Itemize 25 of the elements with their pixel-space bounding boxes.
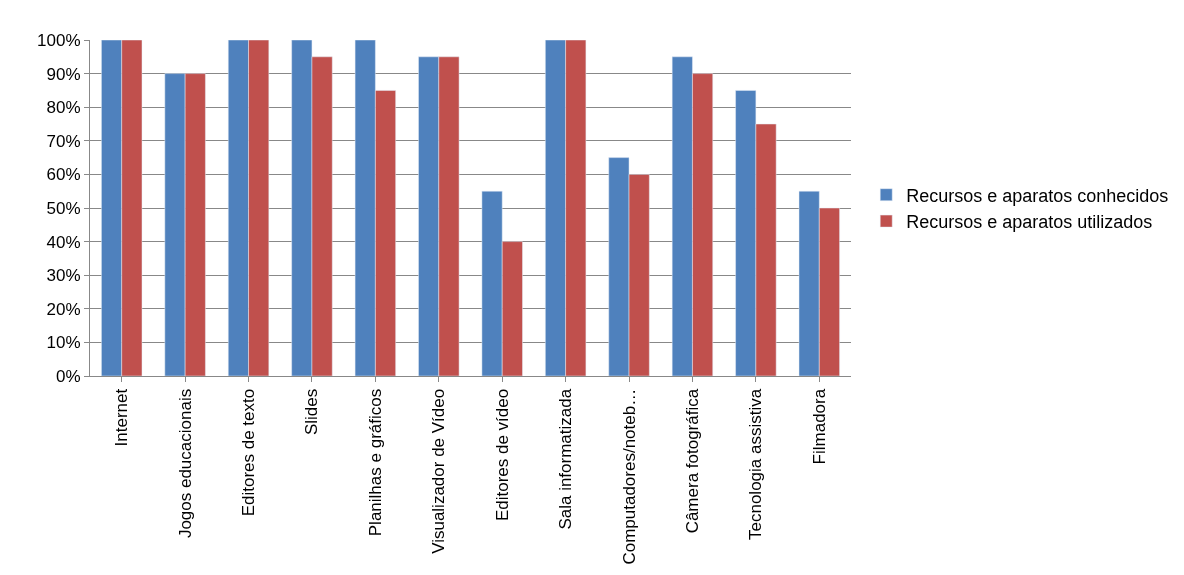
y-tick-label: 40% bbox=[46, 232, 81, 252]
x-tick-label: Câmera fotográfica bbox=[682, 388, 702, 534]
legend-label: Recursos e aparatos conhecidos bbox=[906, 185, 1169, 206]
y-tick-label: 0% bbox=[56, 366, 81, 386]
y-tick-label: 20% bbox=[46, 299, 81, 319]
x-tick-label: Editores de vídeo bbox=[492, 388, 512, 522]
legend-label: Recursos e aparatos utilizados bbox=[906, 212, 1153, 233]
y-tick-label: 80% bbox=[46, 98, 81, 118]
y-tick-label: 70% bbox=[46, 131, 81, 151]
y-tick-label: 100% bbox=[37, 30, 81, 50]
x-tick-label: Planilhas e gráficos bbox=[365, 388, 385, 537]
x-tick-label: Sala informatizada bbox=[556, 388, 576, 530]
y-tick-label: 10% bbox=[46, 333, 81, 353]
y-tick-label: 30% bbox=[46, 266, 81, 286]
x-tick-label: Jogos educacionais bbox=[175, 388, 195, 539]
x-tick-label: Computadores/noteb… bbox=[619, 388, 639, 565]
x-tick-label: Filmadora bbox=[809, 388, 829, 465]
x-tick-label: Tecnologia assistiva bbox=[746, 388, 766, 540]
y-tick-label: 90% bbox=[46, 64, 81, 84]
x-tick-label: Visualizador de Vídeo bbox=[429, 388, 449, 554]
y-tick-label: 60% bbox=[46, 165, 81, 185]
x-tick-label: Internet bbox=[112, 388, 132, 447]
x-tick-label: Slides bbox=[302, 388, 322, 436]
y-tick-label: 50% bbox=[46, 198, 81, 218]
x-tick-label: Editores de texto bbox=[239, 388, 259, 517]
